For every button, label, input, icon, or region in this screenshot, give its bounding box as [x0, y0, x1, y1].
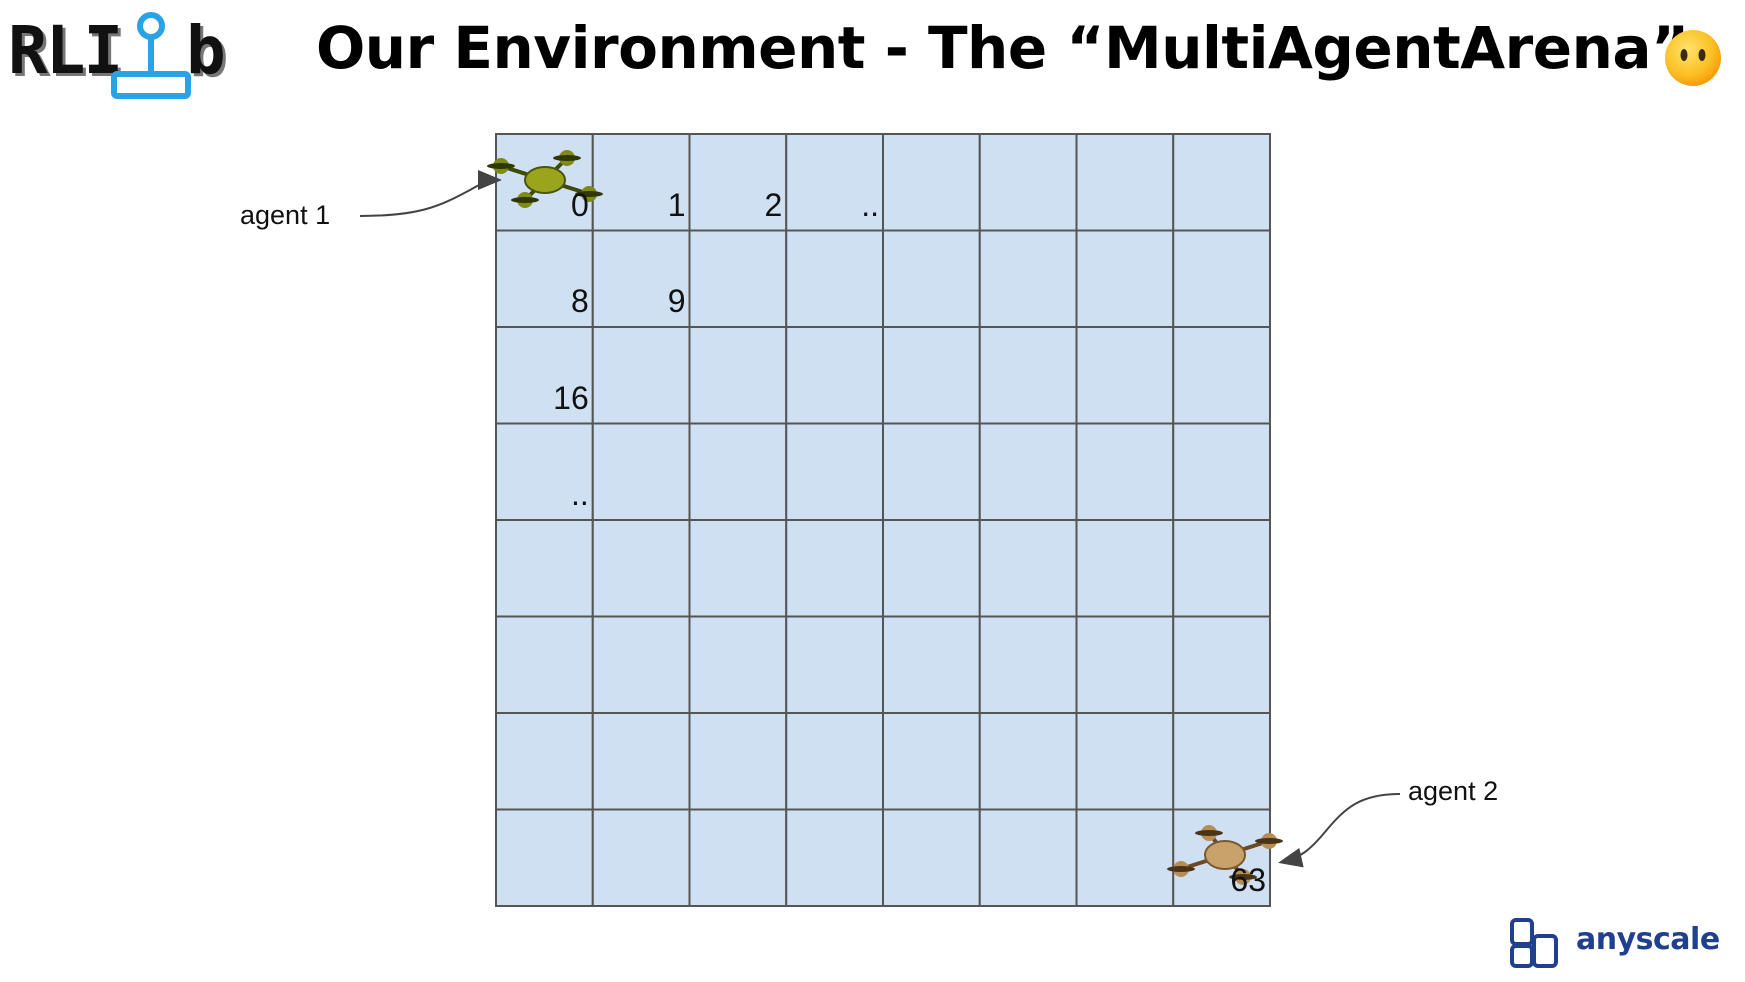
- grid-cell-25: [591, 422, 691, 521]
- grid-cell-53: [978, 712, 1078, 811]
- grid-cell-39: [1172, 519, 1271, 618]
- grid-cell-45: [978, 615, 1078, 714]
- grid-cell-5: [978, 133, 1078, 232]
- grid-cell-14: [1075, 229, 1175, 328]
- cell-number-label: 8: [570, 283, 589, 319]
- grid-cell-22: [1075, 326, 1175, 425]
- cell-number-label: 9: [667, 283, 686, 319]
- grid-cell-10: [688, 229, 788, 328]
- grid-cell-47: [1172, 615, 1271, 714]
- grid-cell-37: [978, 519, 1078, 618]
- grid-cell-61: [978, 808, 1078, 907]
- grid-cell-51: [785, 712, 884, 811]
- grid-cell-13: [978, 229, 1078, 328]
- drone-agent-1-icon: [487, 150, 603, 208]
- grid-cell-36: [882, 519, 981, 618]
- grid-cell-15: [1172, 229, 1271, 328]
- agent-2-label: agent 2: [1408, 776, 1499, 806]
- grid-cell-21: [978, 326, 1078, 425]
- grid-cell-16: [495, 326, 594, 425]
- face-without-mouth-icon: [1665, 30, 1721, 86]
- grid-cell-28: [882, 422, 981, 521]
- grid-cell-18: [688, 326, 788, 425]
- grid-cell-11: [785, 229, 884, 328]
- logo-wordmark: RLI b: [8, 12, 226, 89]
- grid-cell-29: [978, 422, 1078, 521]
- grid-cell-40: [495, 615, 594, 714]
- grid-cell-55: [1172, 712, 1271, 811]
- grid-cell-23: [1172, 326, 1271, 425]
- grid-cell-59: [785, 808, 884, 907]
- cell-number-label: 1: [667, 186, 686, 223]
- cell-number-label: 2: [764, 186, 783, 223]
- grid-cell-54: [1075, 712, 1175, 811]
- rllib-logo: RLI b: [8, 8, 258, 108]
- joystick-icon: [111, 12, 191, 99]
- grid-cell-8: [495, 229, 594, 328]
- grid-cell-52: [882, 712, 981, 811]
- grid-cell-44: [882, 615, 981, 714]
- grid-cell-9: [591, 229, 691, 328]
- cell-number-label: ..: [861, 186, 879, 223]
- grid-cell-26: [688, 422, 788, 521]
- grid-cell-7: [1172, 133, 1271, 232]
- grid-cell-46: [1075, 615, 1175, 714]
- grid-cell-20: [882, 326, 981, 425]
- logo-text-left: RLI: [8, 12, 123, 89]
- grid-cell-35: [785, 519, 884, 618]
- grid-cell-19: [785, 326, 884, 425]
- agent-1-label: agent 1: [240, 200, 331, 230]
- anyscale-brand: anyscale: [1510, 918, 1720, 968]
- grid-cell-31: [1172, 422, 1271, 521]
- page-title: Our Environment - The “MultiAgentArena”: [316, 14, 1689, 82]
- grid-cell-30: [1075, 422, 1175, 521]
- grid-cell-3: [785, 133, 884, 232]
- grid-cell-58: [688, 808, 788, 907]
- grid-cell-32: [495, 519, 594, 618]
- grid-cell-60: [882, 808, 981, 907]
- grid-cell-62: [1075, 808, 1175, 907]
- cell-number-label: 0: [570, 186, 589, 223]
- grid-cell-50: [688, 712, 788, 811]
- logo-text-right: b: [186, 12, 226, 89]
- grid-cell-41: [591, 615, 691, 714]
- grid-cell-27: [785, 422, 884, 521]
- agent-2-arrow: [1278, 793, 1401, 868]
- grid-cell-38: [1075, 519, 1175, 618]
- drone-agent-2-icon: [1167, 825, 1283, 885]
- grid-cell-49: [591, 712, 691, 811]
- cell-number-label: 16: [553, 379, 589, 416]
- anyscale-logo-icon: [1510, 918, 1558, 968]
- grid-cell-42: [688, 615, 788, 714]
- agent-1-arrow: [359, 170, 502, 217]
- cell-number-label: ..: [570, 476, 589, 512]
- grid-cell-17: [591, 326, 691, 425]
- grid-cell-34: [688, 519, 788, 618]
- grid-cell-48: [495, 712, 594, 811]
- grid-cell-33: [591, 519, 691, 618]
- grid-cell-6: [1075, 133, 1175, 232]
- grid-cell-12: [882, 229, 981, 328]
- grid-cell-43: [785, 615, 884, 714]
- grid-cell-57: [591, 808, 691, 907]
- grid-cell-56: [495, 808, 594, 907]
- brand-text: anyscale: [1576, 922, 1720, 957]
- grid-cell-4: [882, 133, 981, 232]
- cell-number-label: 63: [1230, 862, 1266, 898]
